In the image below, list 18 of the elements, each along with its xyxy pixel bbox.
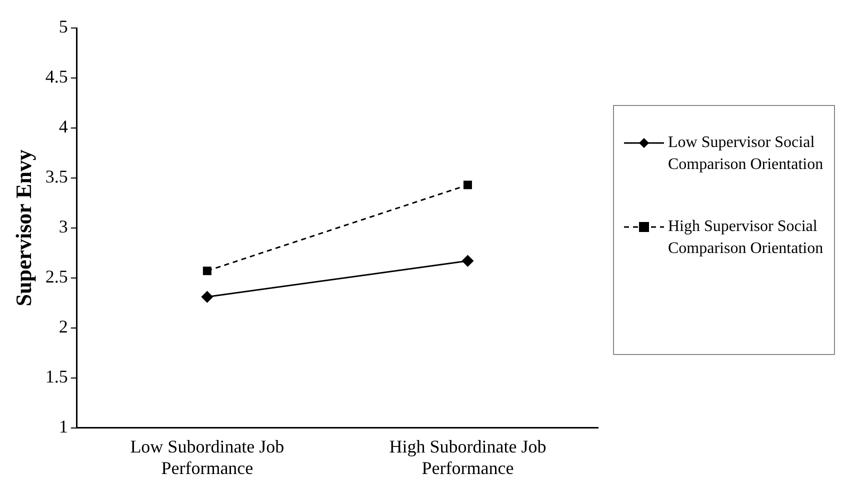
x-tick-label: Low Subordinate Job Performance <box>130 436 284 478</box>
legend-label: Low Supervisor Social Comparison Orientation <box>668 133 824 175</box>
y-tick-label: 3.5 <box>45 166 68 187</box>
y-tick-label: 5 <box>58 16 68 37</box>
x-tick-label: High Subordinate Job Performance <box>389 436 546 478</box>
point <box>201 290 214 303</box>
y-tick-label: 2 <box>58 316 68 337</box>
y-tick-label: 1 <box>58 416 68 437</box>
point <box>202 266 212 276</box>
point <box>463 180 472 190</box>
legend-label: High Supervisor Social Comparison Orientation <box>668 217 824 259</box>
y-tick-label: 1.5 <box>45 366 68 387</box>
point <box>462 254 474 267</box>
y-tick-label: 4.5 <box>45 66 68 87</box>
y-tick-label: 3 <box>58 216 68 237</box>
y-tick-label: 4 <box>58 116 68 137</box>
y-axis-title: Supervisor Envy <box>10 150 36 306</box>
y-tick-label: 2.5 <box>45 266 68 287</box>
